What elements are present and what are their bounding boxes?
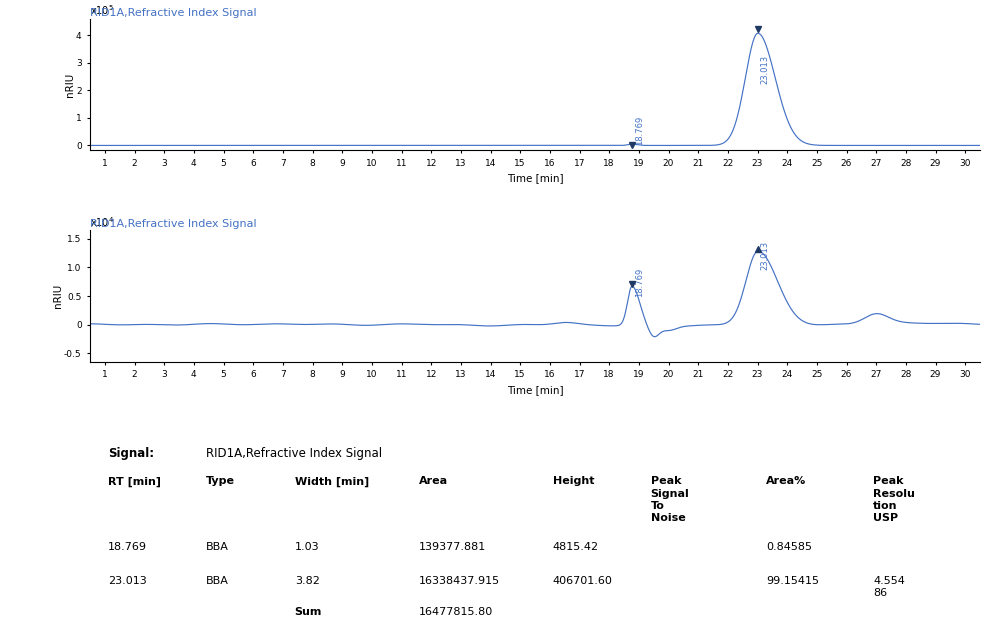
Text: Area: Area (419, 476, 448, 486)
Text: 23.013: 23.013 (760, 241, 769, 270)
Text: 139377.881: 139377.881 (419, 542, 487, 552)
Text: Signal:: Signal: (108, 447, 154, 460)
Text: 0.84585: 0.84585 (766, 542, 812, 552)
Text: RT [min]: RT [min] (108, 476, 161, 487)
Text: 18.769: 18.769 (635, 268, 644, 297)
Text: x10$^{\mathregular{5}}$: x10$^{\mathregular{5}}$ (90, 4, 114, 17)
Text: 23.013: 23.013 (760, 55, 769, 84)
Text: x10$^{\mathregular{4}}$: x10$^{\mathregular{4}}$ (90, 215, 114, 229)
Text: Type: Type (206, 476, 235, 486)
Text: Peak
Resolu
tion
USP: Peak Resolu tion USP (873, 476, 915, 523)
Text: Height: Height (553, 476, 594, 486)
Text: Peak
Signal
To
Noise: Peak Signal To Noise (651, 476, 689, 523)
Text: 406701.60: 406701.60 (553, 576, 613, 586)
Text: Sum: Sum (295, 607, 322, 617)
Text: 18.769: 18.769 (635, 115, 644, 144)
Text: BBA: BBA (206, 576, 229, 586)
Text: BBA: BBA (206, 542, 229, 552)
Text: 4.554
86: 4.554 86 (873, 576, 905, 598)
X-axis label: Time [min]: Time [min] (507, 385, 563, 395)
Text: 18.769: 18.769 (108, 542, 147, 552)
Text: 99.15415: 99.15415 (766, 576, 819, 586)
Text: 4815.42: 4815.42 (553, 542, 599, 552)
Text: RID1A,Refractive Index Signal: RID1A,Refractive Index Signal (90, 219, 257, 229)
Text: 23.013: 23.013 (108, 576, 147, 586)
X-axis label: Time [min]: Time [min] (507, 173, 563, 184)
Text: 16338437.915: 16338437.915 (419, 576, 500, 586)
Text: 3.82: 3.82 (295, 576, 320, 586)
Text: Area%: Area% (766, 476, 807, 486)
Y-axis label: nRIU: nRIU (53, 284, 63, 308)
Text: RID1A,Refractive Index Signal: RID1A,Refractive Index Signal (90, 8, 257, 18)
Text: 16477815.80: 16477815.80 (419, 607, 494, 617)
Y-axis label: nRIU: nRIU (65, 73, 75, 97)
Text: RID1A,Refractive Index Signal: RID1A,Refractive Index Signal (206, 447, 382, 460)
Text: 1.03: 1.03 (295, 542, 319, 552)
Text: Width [min]: Width [min] (295, 476, 369, 487)
